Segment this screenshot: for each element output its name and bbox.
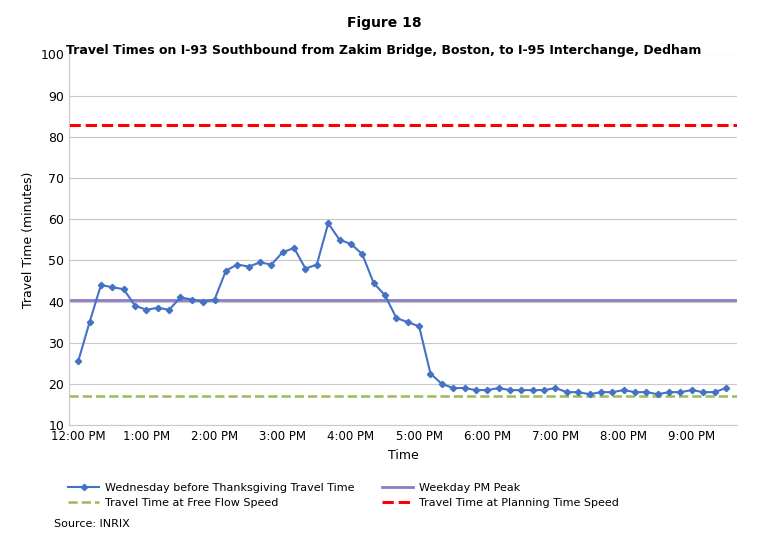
Legend: Wednesday before Thanksgiving Travel Time, Travel Time at Free Flow Speed, Weekd: Wednesday before Thanksgiving Travel Tim… [68,482,618,508]
Y-axis label: Travel Time (minutes): Travel Time (minutes) [22,172,35,308]
X-axis label: Time: Time [388,449,419,462]
Text: Source: INRIX: Source: INRIX [54,519,130,529]
Text: Figure 18: Figure 18 [346,16,422,31]
Text: Travel Times on I-93 Southbound from Zakim Bridge, Boston, to I-95 Interchange, : Travel Times on I-93 Southbound from Zak… [66,44,702,57]
